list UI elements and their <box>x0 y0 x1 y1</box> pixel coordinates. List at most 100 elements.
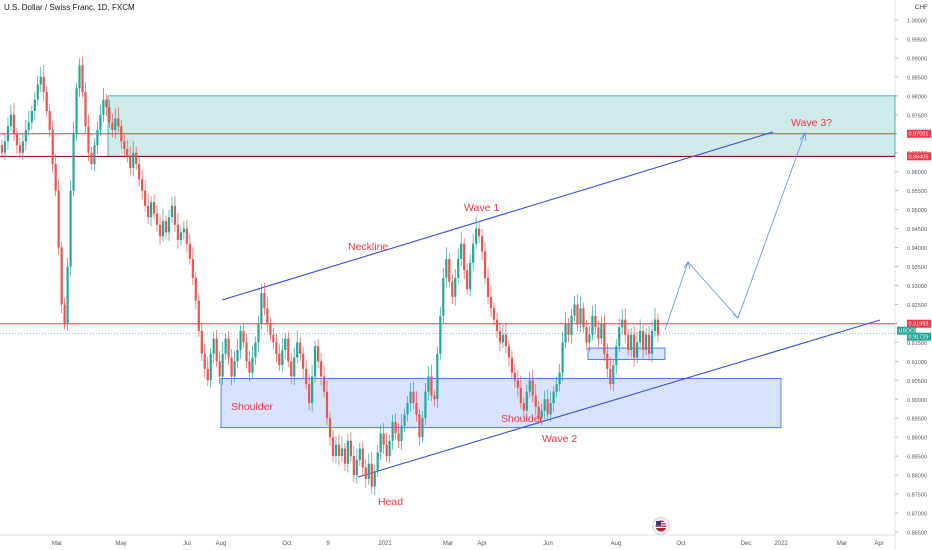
candle-body <box>495 319 499 331</box>
candle-body <box>78 65 81 89</box>
candle-body <box>9 114 13 127</box>
flag-icon[interactable] <box>652 517 670 535</box>
candle-body <box>358 448 361 460</box>
candle-body <box>3 141 7 153</box>
candle-body <box>30 111 33 123</box>
price-tag-label: USDCHF <box>899 329 923 335</box>
candle-body <box>147 205 150 218</box>
candle-body <box>24 129 27 142</box>
candle-body <box>343 448 347 464</box>
price-tag-bg <box>907 319 931 328</box>
price-tag: 0.97001 <box>907 129 931 138</box>
candle-body <box>93 145 96 165</box>
candle-body <box>352 456 355 476</box>
x-tick-label: 9 <box>326 541 330 547</box>
candle-body <box>466 270 469 290</box>
candle-body <box>627 334 630 350</box>
candle-body <box>27 122 30 130</box>
candle-body <box>224 338 227 354</box>
candle-body <box>457 258 460 278</box>
candle-body <box>167 217 171 233</box>
candle-body <box>418 414 421 438</box>
candle-body <box>513 372 516 381</box>
candle-body <box>152 202 156 214</box>
candle-body <box>6 126 10 142</box>
candle-body <box>260 293 263 324</box>
candle-body <box>543 399 546 411</box>
candle-body <box>161 221 165 237</box>
candle-body <box>123 141 126 149</box>
candle-body <box>164 221 168 233</box>
candle-body <box>540 410 543 419</box>
y-tick-label: 0.99500 <box>907 37 927 43</box>
x-tick-label: 2022 <box>774 541 788 547</box>
candle-body <box>197 300 200 331</box>
candle-body <box>549 403 552 415</box>
candle-body <box>445 258 448 278</box>
x-tick-label: Oct <box>676 541 686 547</box>
candle-body <box>313 346 317 377</box>
candle-body <box>254 342 257 358</box>
candle-body <box>176 224 180 240</box>
candle-body <box>504 334 508 347</box>
candle-body <box>644 334 648 350</box>
candle-body <box>612 365 615 385</box>
candle-body <box>236 349 239 362</box>
candle-body <box>388 440 391 457</box>
candle-body <box>334 444 338 457</box>
candle-body <box>296 342 299 358</box>
candle-body <box>594 315 597 328</box>
candle-body <box>179 232 183 240</box>
candle-body <box>397 433 400 441</box>
candle-body <box>173 205 177 225</box>
candle-body <box>117 118 120 127</box>
candle-body <box>322 376 326 392</box>
candle-body <box>567 323 570 335</box>
candle-body <box>182 228 185 233</box>
support-trendline <box>357 319 881 478</box>
projection-arrowhead <box>732 311 741 319</box>
candle-body <box>585 327 588 343</box>
candle-body <box>337 444 341 457</box>
candle-body <box>69 190 72 267</box>
candle-body <box>72 133 75 191</box>
candle-body <box>170 205 174 218</box>
x-tick-label: Apr <box>477 541 486 547</box>
candle-body <box>54 164 57 191</box>
candle-body <box>639 330 642 343</box>
candle-body <box>370 463 373 487</box>
candle-body <box>114 118 117 130</box>
candle-body <box>630 334 633 350</box>
candle-body <box>475 228 478 244</box>
candle-body <box>519 387 522 404</box>
candle-body <box>275 342 278 354</box>
y-tick-label: 0.91500 <box>907 341 927 347</box>
candle-body <box>501 334 505 343</box>
candle-body <box>373 471 376 487</box>
x-tick-label: Jul <box>183 541 191 547</box>
candle-body <box>251 357 254 373</box>
projection-arrowhead <box>799 131 807 142</box>
price-tag-bg <box>907 152 931 161</box>
candle-body <box>448 258 451 282</box>
candle-body <box>391 422 394 441</box>
x-tick-label: May <box>115 541 126 547</box>
candle-body <box>442 277 445 316</box>
candle-body <box>87 126 90 153</box>
candle-body <box>18 145 21 153</box>
candle-body <box>579 308 582 324</box>
candle-body <box>355 459 358 476</box>
wave-3-label: Wave 3? <box>791 117 832 129</box>
y-tick-label: 0.89000 <box>907 436 927 442</box>
candle-body <box>0 145 4 153</box>
candle-body <box>308 384 311 404</box>
x-tick-label: Aug <box>611 541 622 547</box>
candle-body <box>516 380 519 388</box>
projection-path <box>664 132 806 331</box>
candle-body <box>463 243 466 271</box>
candle-body <box>81 65 84 93</box>
candle-body <box>534 395 537 407</box>
candle-body <box>305 368 308 385</box>
